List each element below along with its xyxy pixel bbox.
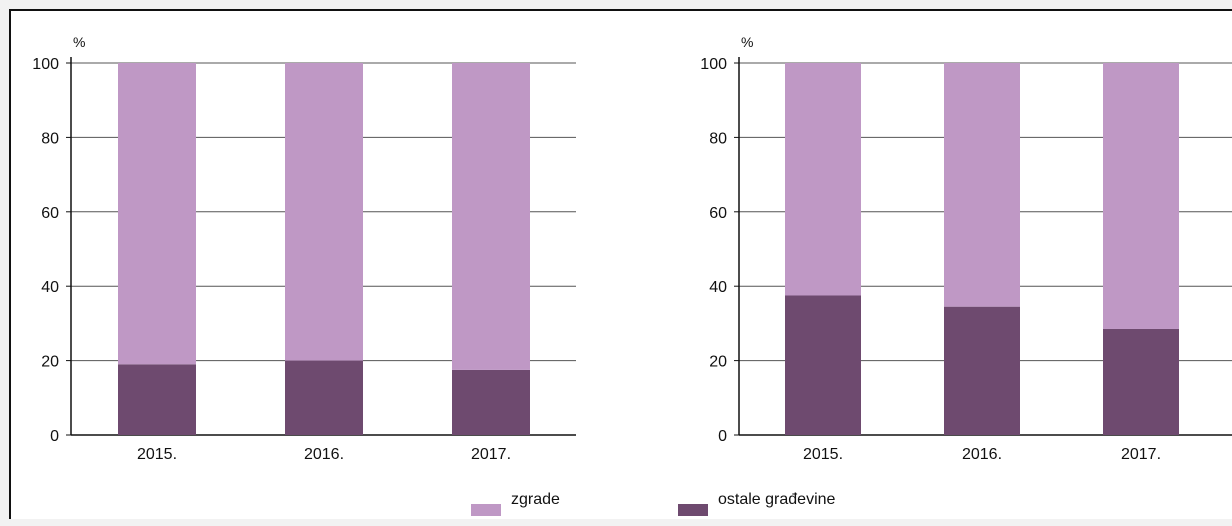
x-tick-label: 2015. [803,446,843,463]
bar-zgrade-2016 [944,63,1020,307]
bar-zgrade-2017 [1103,63,1179,329]
bar-ostale-2017 [452,369,530,435]
y-tick-label: 80 [41,130,59,147]
legend-swatch-ostale [678,504,708,516]
bar-zgrade-2015 [785,63,861,296]
y-tick-label: 80 [709,130,727,147]
chart-svg: 0 20 40 60 80 100% 2015. 2016. 2017. 0 20 40 60 80 10… [32,34,1232,516]
y-tick-label: 20 [41,354,59,371]
y-tick-label: 60 [41,205,59,222]
legend: zgrade ostale građevine [471,491,836,516]
bar-zgrade-2016 [285,63,363,361]
y-tick-label: 40 [41,279,59,296]
chart-frame: 0 20 40 60 80 100% 2015. 2016. 2017. 0 20 40 60 80 10… [9,9,1232,519]
y-tick-label: 20 [709,354,727,371]
y-tick-label: 40 [709,279,727,296]
legend-swatch-zgrade [471,504,501,516]
bar-ostale-2016 [944,306,1020,435]
bar-ostale-2016 [285,360,363,435]
bar-zgrade-2015 [118,63,196,365]
legend-label-zgrade: zgrade [511,491,560,508]
legend-label-ostale: ostale građevine [718,491,836,508]
bar-ostale-2015 [118,364,196,435]
x-tick-label: 2017. [1121,446,1161,463]
y-tick-label: 100 [32,56,59,73]
x-tick-label: 2017. [471,446,511,463]
x-tick-label: 2016. [962,446,1002,463]
y-tick-label: 60 [709,205,727,222]
y-tick-label: 0 [718,428,727,445]
y-unit-label: % [741,34,753,50]
chart-left: 0 20 40 60 80 100% 2015. 2016. 2017. [32,34,576,463]
y-tick-label: 0 [50,428,59,445]
x-tick-label: 2015. [137,446,177,463]
bar-zgrade-2017 [452,63,530,370]
bar-ostale-2017 [1103,328,1179,435]
y-tick-label: 100 [700,56,727,73]
chart-right: 0 20 40 60 80 100% 2015. 2016. 2017. [700,34,1232,463]
y-unit-label: % [73,34,85,50]
bar-ostale-2015 [785,295,861,435]
x-tick-label: 2016. [304,446,344,463]
